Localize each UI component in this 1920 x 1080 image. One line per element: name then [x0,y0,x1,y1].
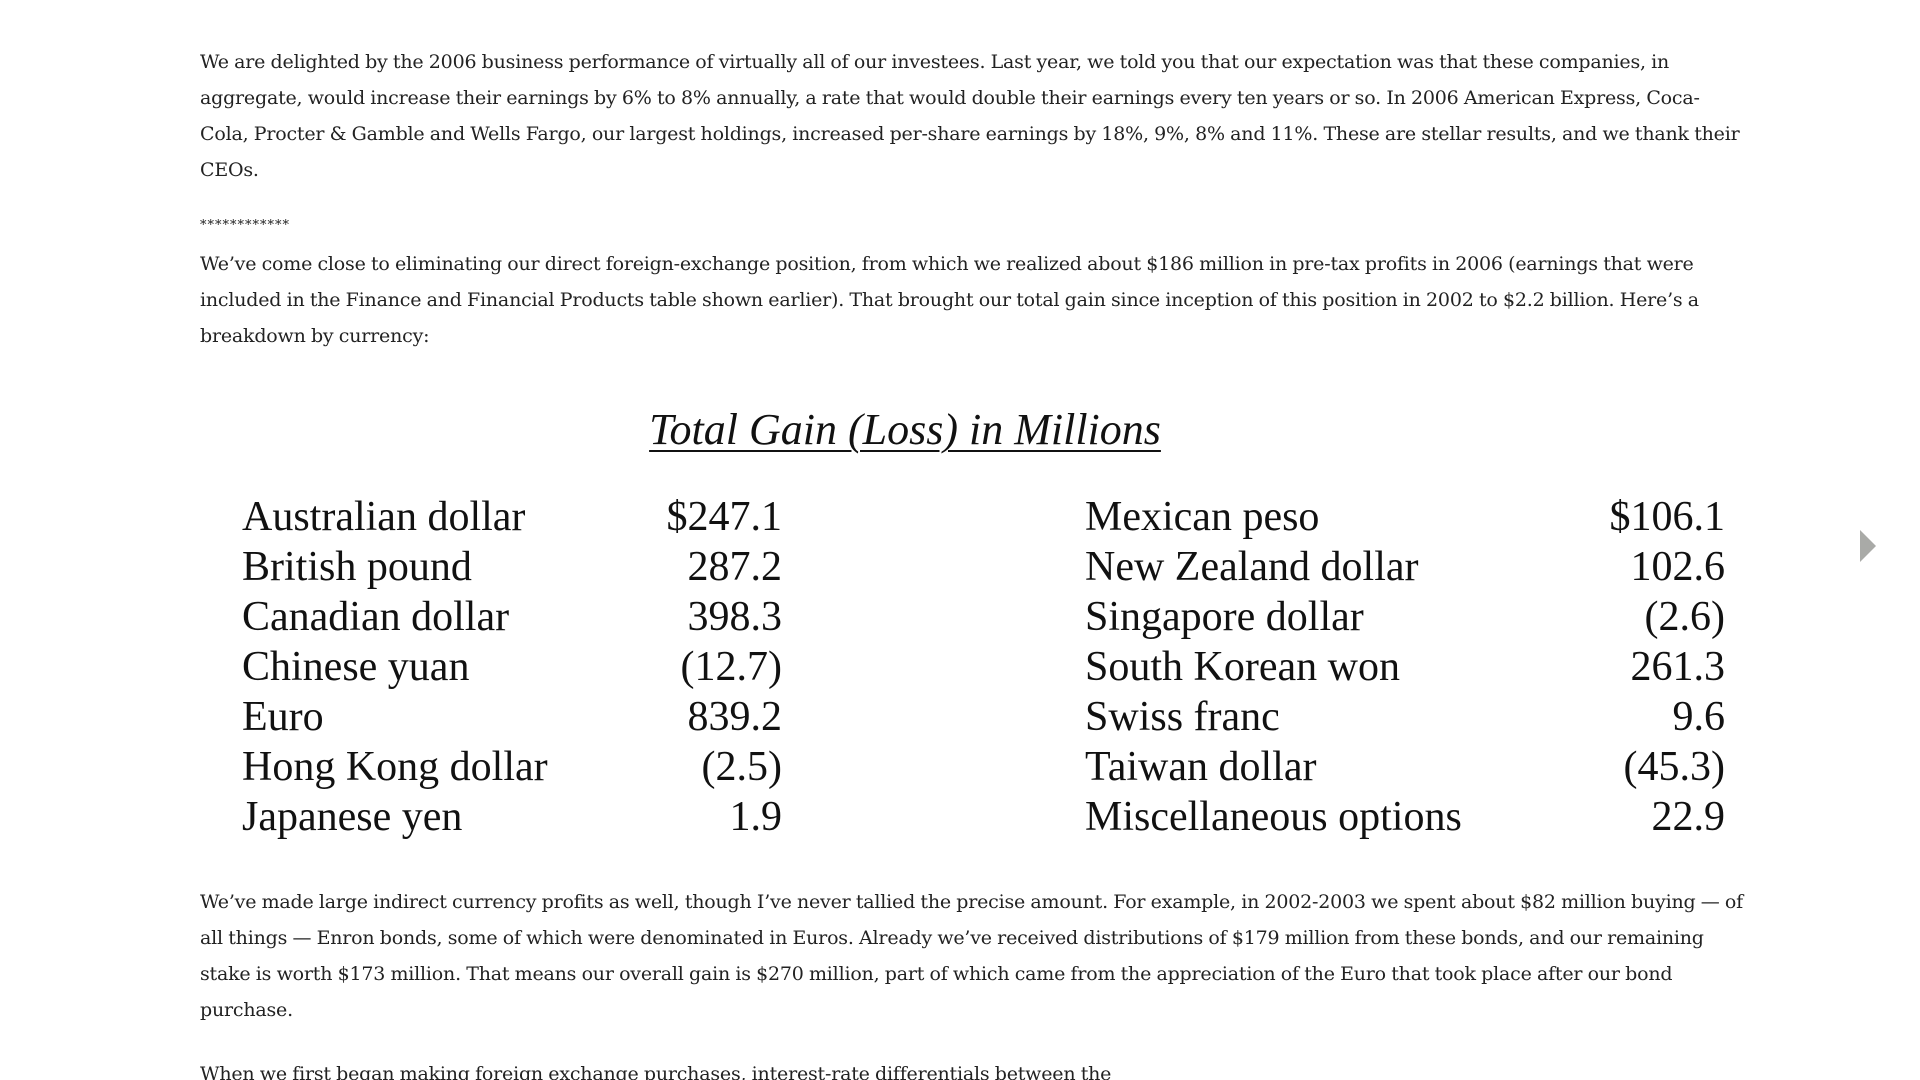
currency-name: Swiss franc [1085,694,1280,740]
currency-value: 261.3 [1630,644,1726,690]
paragraph-foreign-exchange: We’ve come close to eliminating our dire… [200,253,1699,347]
section-separator: ************ [200,218,290,233]
table-row: Chinese yuan (12.7) [242,642,782,692]
paragraph-indirect-currency-profits: We’ve made large indirect currency profi… [200,891,1744,1021]
currency-value: 22.9 [1651,794,1726,840]
currency-value: (2.6) [1644,594,1725,640]
currency-gain-table: Total Gain (Loss) in Millions Australian… [200,384,1745,864]
table-title: Total Gain (Loss) in Millions [649,405,1161,454]
table-left-column: Australian dollar $247.1 British pound 287… [242,492,782,842]
currency-name: Euro [242,694,324,740]
paragraph-investee-performance: We are delighted by the 2006 business pe… [200,51,1740,181]
table-right-column: Mexican peso $106.1 New Zealand dollar 102… [1085,492,1725,842]
table-row: Canadian dollar 398.3 [242,592,782,642]
currency-name: Mexican peso [1085,494,1320,540]
table-row: New Zealand dollar 102.6 [1085,542,1725,592]
table-row: Singapore dollar (2.6) [1085,592,1725,642]
currency-name: Singapore dollar [1085,594,1364,640]
currency-name: Chinese yuan [242,644,470,690]
next-page-triangle-right-icon[interactable] [1860,530,1876,562]
table-row: South Korean won 261.3 [1085,642,1725,692]
table-row: British pound 287.2 [242,542,782,592]
currency-value: 9.6 [1672,694,1726,740]
currency-value: 1.9 [729,794,783,840]
currency-name: Canadian dollar [242,594,510,640]
currency-value: 839.2 [687,694,783,740]
table-row: Japanese yen 1.9 [242,792,782,842]
table-row: Mexican peso $106.1 [1085,492,1725,542]
currency-value: 102.6 [1630,544,1726,590]
currency-value: $106.1 [1609,494,1726,540]
currency-value: 398.3 [687,594,783,640]
currency-name: New Zealand dollar [1085,544,1419,590]
table-row: Hong Kong dollar (2.5) [242,742,782,792]
table-row: Taiwan dollar (45.3) [1085,742,1725,792]
currency-value: (12.7) [680,644,782,690]
currency-name: Australian dollar [242,494,526,540]
table-row: Australian dollar $247.1 [242,492,782,542]
currency-name: Miscellaneous options [1085,794,1462,840]
currency-name: Taiwan dollar [1085,744,1317,790]
currency-value: (2.5) [701,744,782,790]
currency-name: Hong Kong dollar [242,744,548,790]
currency-value: $247.1 [666,494,783,540]
currency-name: South Korean won [1085,644,1400,690]
table-row: Swiss franc 9.6 [1085,692,1725,742]
table-row: Miscellaneous options 22.9 [1085,792,1725,842]
currency-name: British pound [242,544,472,590]
table-row: Euro 839.2 [242,692,782,742]
paragraph-interest-rate: When we first began making foreign excha… [200,1063,1112,1080]
currency-value: 287.2 [687,544,783,590]
currency-value: (45.3) [1623,744,1725,790]
currency-name: Japanese yen [242,794,463,840]
document-body: We are delighted by the 2006 business pe… [200,44,1745,1080]
